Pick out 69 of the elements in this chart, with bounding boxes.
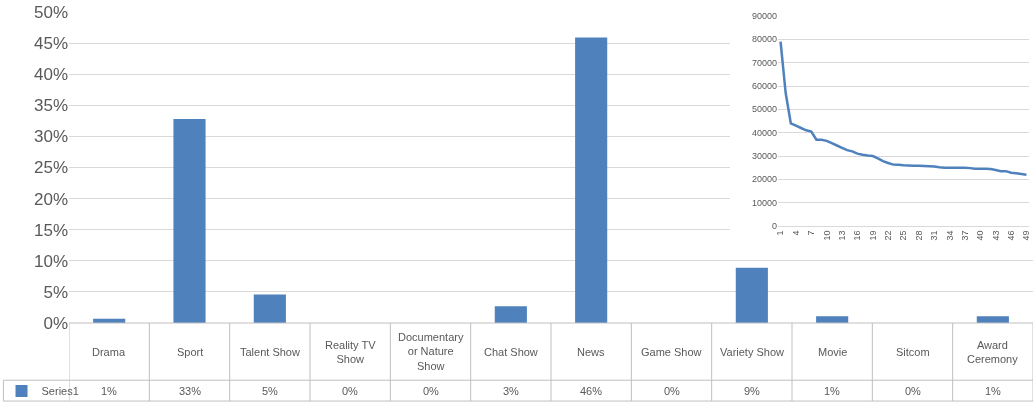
x-tick-label: Chat Show	[484, 346, 538, 358]
x-tick-label: 7	[806, 230, 817, 236]
bar	[575, 37, 608, 323]
x-tick-label: 49	[1021, 230, 1032, 241]
x-tick-label: 37	[959, 230, 970, 241]
x-tick-label: 28	[913, 230, 924, 241]
x-tick-label: 19	[867, 230, 878, 241]
data-label: 0%	[664, 385, 681, 397]
y-tick-label: 25%	[33, 158, 68, 178]
x-tick-label: 34	[944, 230, 955, 241]
y-tick-label: 15%	[33, 220, 68, 240]
x-tick-label: 13	[836, 230, 847, 241]
x-tick-label: Documentary or Nature Show	[398, 331, 464, 372]
x-tick-label: 16	[852, 230, 863, 241]
x-tick-label: 22	[883, 230, 894, 241]
y-tick-label: 30000	[751, 151, 777, 162]
data-label: 1%	[985, 385, 1002, 397]
x-tick-label: Talent Show	[240, 346, 300, 358]
x-tick-label: 1	[775, 230, 786, 236]
x-tick-label: Award Ceremony	[967, 339, 1019, 366]
y-tick-label: 20%	[33, 189, 68, 209]
y-tick-label: 20000	[751, 174, 777, 185]
x-tick-label: News	[577, 346, 606, 358]
y-tick-label: 10000	[751, 197, 777, 208]
y-tick-label: 0	[771, 221, 777, 232]
x-tick-label: 10	[821, 230, 832, 241]
bar	[173, 118, 206, 323]
data-label: 3%	[503, 385, 520, 397]
x-tick-label: 40	[975, 230, 986, 241]
x-tick-label: 31	[929, 230, 940, 241]
x-tick-label: Sport	[177, 346, 204, 358]
y-tick-label: 90000	[751, 11, 777, 22]
x-tick-label: Reality TV Show	[325, 339, 377, 366]
y-tick-label: 10%	[33, 251, 68, 271]
data-label: 5%	[262, 385, 279, 397]
y-tick-label: 50%	[33, 2, 68, 22]
data-label: 9%	[744, 385, 761, 397]
bar	[253, 294, 286, 323]
x-tick-label: Variety Show	[720, 346, 785, 358]
x-tick-label: Game Show	[641, 346, 702, 358]
x-tick-label: Sitcom	[896, 346, 930, 358]
y-tick-label: 35%	[33, 96, 68, 116]
y-tick-label: 45%	[33, 34, 68, 54]
y-tick-label: 80000	[751, 34, 777, 45]
x-tick-label: 43	[990, 230, 1001, 241]
y-tick-label: 30%	[33, 127, 68, 147]
y-tick-label: 60000	[751, 81, 777, 92]
x-tick-label: Movie	[818, 346, 848, 358]
y-tick-label: 5%	[43, 282, 68, 302]
x-tick-label: 25	[898, 230, 909, 241]
legend-label: Series1	[41, 385, 79, 398]
bar	[494, 306, 527, 323]
data-label: 0%	[905, 385, 922, 397]
line-series	[779, 40, 1028, 176]
y-tick-label: 40%	[33, 65, 68, 85]
y-tick-label: 0%	[43, 313, 68, 333]
data-label: 33%	[179, 385, 202, 397]
y-tick-label: 70000	[751, 57, 777, 68]
x-tick-label: 4	[790, 230, 801, 236]
bar	[735, 267, 768, 323]
x-tick-label: Drama	[92, 346, 126, 358]
data-label: 1%	[824, 385, 841, 397]
data-label: 1%	[101, 385, 118, 397]
x-tick-label: 46	[1005, 230, 1016, 241]
y-tick-label: 50000	[751, 104, 777, 115]
y-tick-label: 40000	[751, 127, 777, 138]
data-label: 0%	[342, 385, 359, 397]
data-label: 46%	[580, 385, 603, 397]
data-label: 0%	[423, 385, 440, 397]
